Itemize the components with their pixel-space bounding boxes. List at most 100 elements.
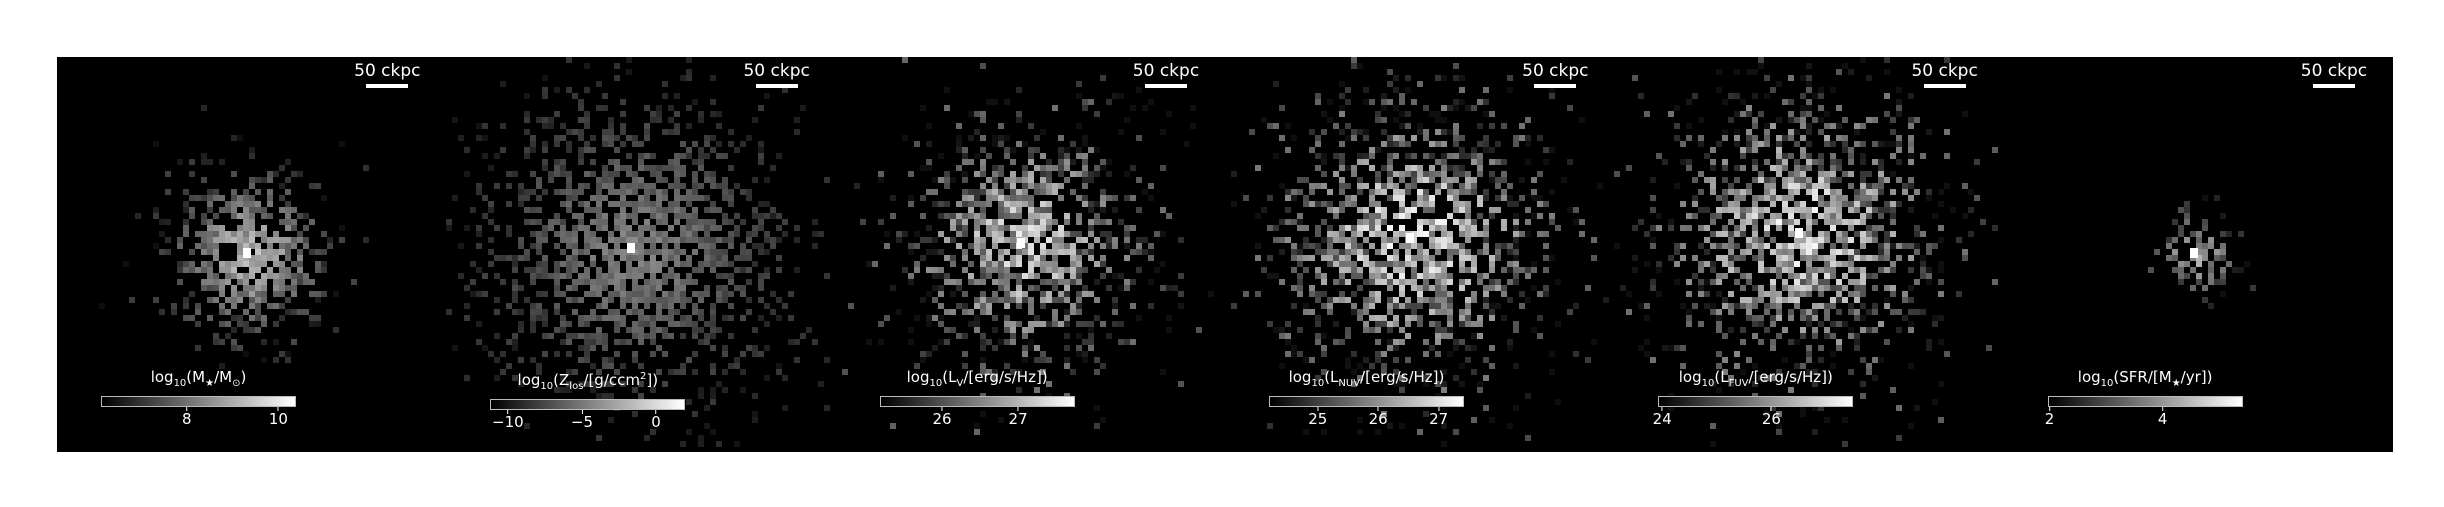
colorbar-gradient [1658, 396, 1854, 407]
scale-bar-line [1923, 84, 1966, 88]
colorbar-tick: 10 [269, 407, 288, 428]
colorbar-tick: 27 [1009, 407, 1028, 428]
pixel-map [1614, 57, 1999, 447]
colorbar-label-part: (L [1324, 368, 1339, 386]
scale-bar-label: 50 ckpc [2300, 61, 2368, 81]
pixel-map [99, 105, 369, 405]
colorbar-label-part: (Z [553, 371, 570, 389]
colorbar-tick: 27 [1429, 407, 1448, 428]
colorbar-label-part: (L [1714, 368, 1729, 386]
colorbar-label-part: /[erg/s/Hz]) [963, 368, 1048, 386]
nuv-luminosity-map: 50 ckpc log10(LNUV/[erg/s/Hz]) 25 26 27 [1225, 57, 1614, 452]
scale-bar-label: 50 ckpc [1522, 61, 1589, 81]
colorbar-tick: 4 [2157, 407, 2168, 428]
colorbar-label-part: 10 [2100, 378, 2114, 389]
colorbar-tick-label: 27 [1429, 410, 1449, 428]
colorbar-tick: −5 [571, 410, 593, 431]
colorbar: log10(SFR/[M★/yr]) 2 4 [2044, 368, 2243, 429]
colorbar-label-part: ★ [205, 378, 215, 389]
colorbar-label-part: log [150, 368, 174, 386]
scale-bar: 50 ckpc [1910, 61, 1980, 88]
colorbar-label-part: 2 [640, 371, 647, 382]
pixel-map [2147, 195, 2256, 309]
colorbar-label-part: log [1678, 368, 1702, 386]
scale-bar-line [2312, 84, 2355, 88]
colorbar-label-part: /yr]) [2180, 368, 2213, 386]
colorbar-label-part: 10 [540, 381, 554, 392]
colorbar-label-part: 10 [1311, 378, 1325, 389]
colorbar-label-part: /[g/ccm [583, 371, 640, 389]
colorbar-tick-label: 8 [182, 410, 192, 428]
scale-bar: 50 ckpc [352, 61, 422, 88]
scale-bar: 50 ckpc [2299, 61, 2369, 88]
metallicity-map: 50 ckpc log10(Zlos/[g/ccm2]) −10 −5 0 [446, 57, 835, 452]
colorbar-label-part: 10 [929, 378, 943, 389]
scale-bar: 50 ckpc [1520, 61, 1590, 88]
colorbar-tick-label: 24 [1652, 410, 1672, 428]
scale-bar: 50 ckpc [742, 61, 812, 88]
colorbar-gradient [2047, 396, 2243, 407]
colorbar-label-part: FUV [1728, 378, 1749, 389]
stellar-mass-map: 50 ckpc log10(M★/M⊙) 8 10 [57, 57, 446, 452]
colorbar-label: log10(Zlos/[g/ccm2]) [490, 368, 685, 396]
colorbar-tick-label: −5 [570, 413, 594, 431]
colorbar-label-part: 10 [1701, 378, 1715, 389]
colorbar-label-part: ]) [646, 371, 659, 389]
colorbar-label-part: /[erg/s/Hz]) [1748, 368, 1833, 386]
v-band-luminosity-map: 50 ckpc log10(LV/[erg/s/Hz]) 26 27 [836, 57, 1225, 452]
colorbar: log10(Zlos/[g/ccm2]) −10 −5 0 [490, 368, 686, 432]
scale-bar-label: 50 ckpc [1132, 61, 1200, 81]
image-strip: 50 ckpc log10(M★/M⊙) 8 10 50 ckpc log10(Zlos/… [57, 57, 2393, 452]
pixel-map [841, 57, 1214, 435]
colorbar-label-part: log [1288, 368, 1312, 386]
colorbar-gradient [1268, 396, 1464, 407]
scale-bar-line [1144, 84, 1187, 88]
colorbar-tick: 24 [1653, 407, 1672, 428]
colorbar-tick: 26 [933, 407, 952, 428]
colorbar-label-part: ) [240, 368, 247, 386]
colorbar: log10(LFUV/[erg/s/Hz]) 24 26 [1653, 368, 1854, 429]
colorbar-tick: 25 [1308, 407, 1327, 428]
colorbar-tick: 2 [2044, 407, 2055, 428]
colorbar: log10(M★/M⊙) 8 10 [101, 368, 296, 429]
colorbar-tick: 26 [1369, 407, 1388, 428]
scale-bar-label: 50 ckpc [354, 61, 421, 81]
colorbar-label-part: log [517, 371, 541, 389]
colorbar-label-part: (L [942, 368, 957, 386]
colorbar-tick-label: 26 [932, 410, 952, 428]
colorbar-label-part: NUV [1338, 378, 1361, 389]
scale-bar-line [755, 84, 798, 88]
colorbar-label-part: ⊙ [232, 378, 241, 389]
scale-bar-label: 50 ckpc [1911, 61, 1978, 81]
colorbar-tick: −10 [492, 410, 524, 431]
colorbar-label: log10(M★/M⊙) [101, 368, 296, 393]
colorbar-tick-label: −10 [492, 413, 524, 431]
scale-bar-line [1534, 84, 1577, 88]
colorbar-label-part: V [956, 378, 964, 389]
colorbar-gradient [879, 396, 1075, 407]
colorbar-label-part: ★ [2171, 378, 2181, 389]
colorbar-tick-label: 2 [2044, 410, 2055, 428]
colorbar-tick: 8 [182, 407, 192, 428]
colorbar-label-part: /[erg/s/Hz]) [1360, 368, 1445, 386]
colorbar-label-part: (M [186, 368, 206, 386]
colorbar-label: log10(SFR/[M★/yr]) [2048, 368, 2243, 393]
colorbar-tick-label: 4 [2157, 410, 2168, 428]
colorbar-tick: 26 [1762, 407, 1781, 428]
sfr-map: 50 ckpc log10(SFR/[M★/yr]) 2 4 [2004, 57, 2393, 452]
scale-bar-line [366, 84, 409, 88]
colorbar-tick: 0 [651, 410, 661, 431]
colorbar-gradient [490, 399, 686, 410]
colorbar-tick-label: 10 [268, 410, 288, 428]
colorbar-label: log10(LV/[erg/s/Hz]) [880, 368, 1075, 393]
colorbar-label-part: /M [214, 368, 233, 386]
colorbar-label-part: (SFR/[M [2113, 368, 2172, 386]
colorbar-label-part: log [2077, 368, 2101, 386]
pixel-map [446, 57, 831, 447]
scale-bar-label: 50 ckpc [743, 61, 810, 81]
colorbar-tick-label: 26 [1368, 410, 1388, 428]
colorbar-label-part: 10 [173, 378, 187, 389]
fuv-luminosity-map: 50 ckpc log10(LFUV/[erg/s/Hz]) 24 26 [1614, 57, 2003, 452]
colorbar-label: log10(LNUV/[erg/s/Hz]) [1269, 368, 1464, 393]
colorbar: log10(LNUV/[erg/s/Hz]) 25 26 27 [1268, 368, 1464, 429]
